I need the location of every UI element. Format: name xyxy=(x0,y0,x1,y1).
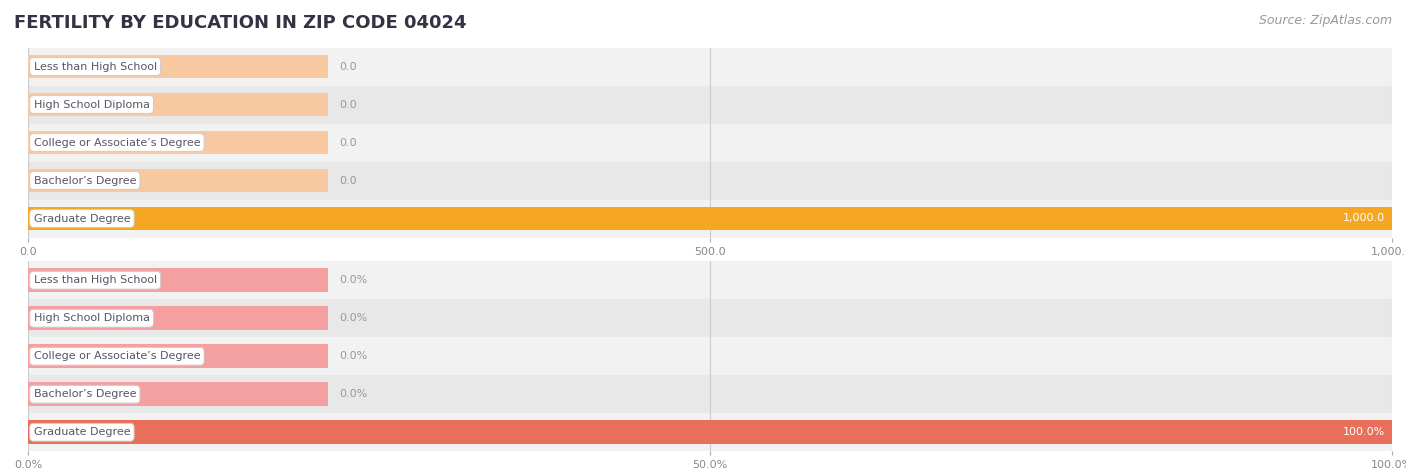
Bar xyxy=(28,420,1392,444)
Bar xyxy=(28,55,328,78)
Text: Bachelor’s Degree: Bachelor’s Degree xyxy=(34,389,136,399)
Text: 0.0: 0.0 xyxy=(339,137,357,148)
Bar xyxy=(28,299,1392,337)
Bar xyxy=(28,268,328,292)
Text: 0.0%: 0.0% xyxy=(339,389,367,399)
Bar xyxy=(28,48,1392,86)
Text: College or Associate’s Degree: College or Associate’s Degree xyxy=(34,351,200,361)
Bar xyxy=(28,124,1392,162)
Bar xyxy=(28,382,328,406)
Text: FERTILITY BY EDUCATION IN ZIP CODE 04024: FERTILITY BY EDUCATION IN ZIP CODE 04024 xyxy=(14,14,467,32)
Bar xyxy=(28,93,328,116)
Bar xyxy=(28,162,1392,199)
Text: Graduate Degree: Graduate Degree xyxy=(34,213,131,224)
Text: High School Diploma: High School Diploma xyxy=(34,99,149,110)
Text: 0.0%: 0.0% xyxy=(339,313,367,323)
Bar xyxy=(28,413,1392,451)
Bar xyxy=(28,337,1392,375)
Bar xyxy=(28,86,1392,124)
Text: 0.0: 0.0 xyxy=(339,61,357,72)
Bar xyxy=(28,344,328,368)
Bar xyxy=(28,375,1392,413)
Bar xyxy=(28,207,1392,230)
Text: Less than High School: Less than High School xyxy=(34,61,156,72)
Bar xyxy=(28,200,1392,238)
Text: College or Associate’s Degree: College or Associate’s Degree xyxy=(34,137,200,148)
Text: 100.0%: 100.0% xyxy=(1343,427,1385,437)
Bar xyxy=(28,169,328,192)
Bar xyxy=(28,306,328,330)
Text: 1,000.0: 1,000.0 xyxy=(1343,213,1385,224)
Bar xyxy=(28,131,328,154)
Text: 0.0: 0.0 xyxy=(339,99,357,110)
Text: 0.0%: 0.0% xyxy=(339,275,367,285)
Text: Bachelor’s Degree: Bachelor’s Degree xyxy=(34,175,136,186)
Text: Graduate Degree: Graduate Degree xyxy=(34,427,131,437)
Text: 0.0: 0.0 xyxy=(339,175,357,186)
Text: 0.0%: 0.0% xyxy=(339,351,367,361)
Text: Source: ZipAtlas.com: Source: ZipAtlas.com xyxy=(1258,14,1392,27)
Text: Less than High School: Less than High School xyxy=(34,275,156,285)
Bar xyxy=(28,261,1392,299)
Text: High School Diploma: High School Diploma xyxy=(34,313,149,323)
